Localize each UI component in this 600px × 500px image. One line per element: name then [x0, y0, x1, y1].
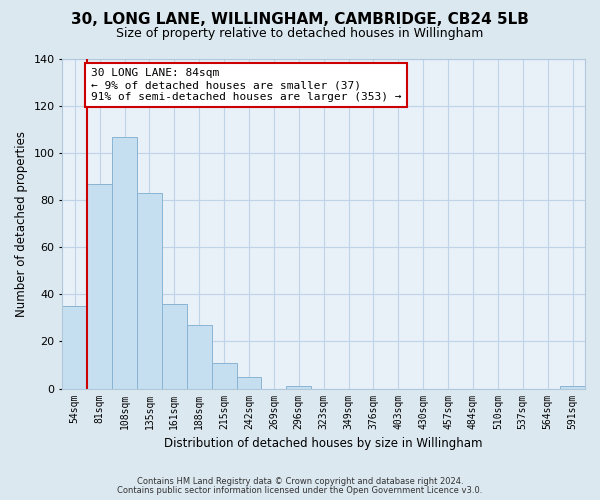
Bar: [560, 386, 585, 388]
Bar: [112, 136, 137, 388]
Text: 30, LONG LANE, WILLINGHAM, CAMBRIDGE, CB24 5LB: 30, LONG LANE, WILLINGHAM, CAMBRIDGE, CB…: [71, 12, 529, 28]
Bar: [286, 386, 311, 388]
Bar: [87, 184, 112, 388]
Bar: [62, 306, 87, 388]
X-axis label: Distribution of detached houses by size in Willingham: Distribution of detached houses by size …: [164, 437, 483, 450]
Text: Size of property relative to detached houses in Willingham: Size of property relative to detached ho…: [116, 28, 484, 40]
Text: 30 LONG LANE: 84sqm
← 9% of detached houses are smaller (37)
91% of semi-detache: 30 LONG LANE: 84sqm ← 9% of detached hou…: [91, 68, 401, 102]
Text: Contains public sector information licensed under the Open Government Licence v3: Contains public sector information licen…: [118, 486, 482, 495]
Bar: [137, 193, 162, 388]
Y-axis label: Number of detached properties: Number of detached properties: [15, 131, 28, 317]
Bar: [236, 377, 262, 388]
Bar: [212, 362, 236, 388]
Bar: [187, 325, 212, 388]
Bar: [162, 304, 187, 388]
Text: Contains HM Land Registry data © Crown copyright and database right 2024.: Contains HM Land Registry data © Crown c…: [137, 477, 463, 486]
